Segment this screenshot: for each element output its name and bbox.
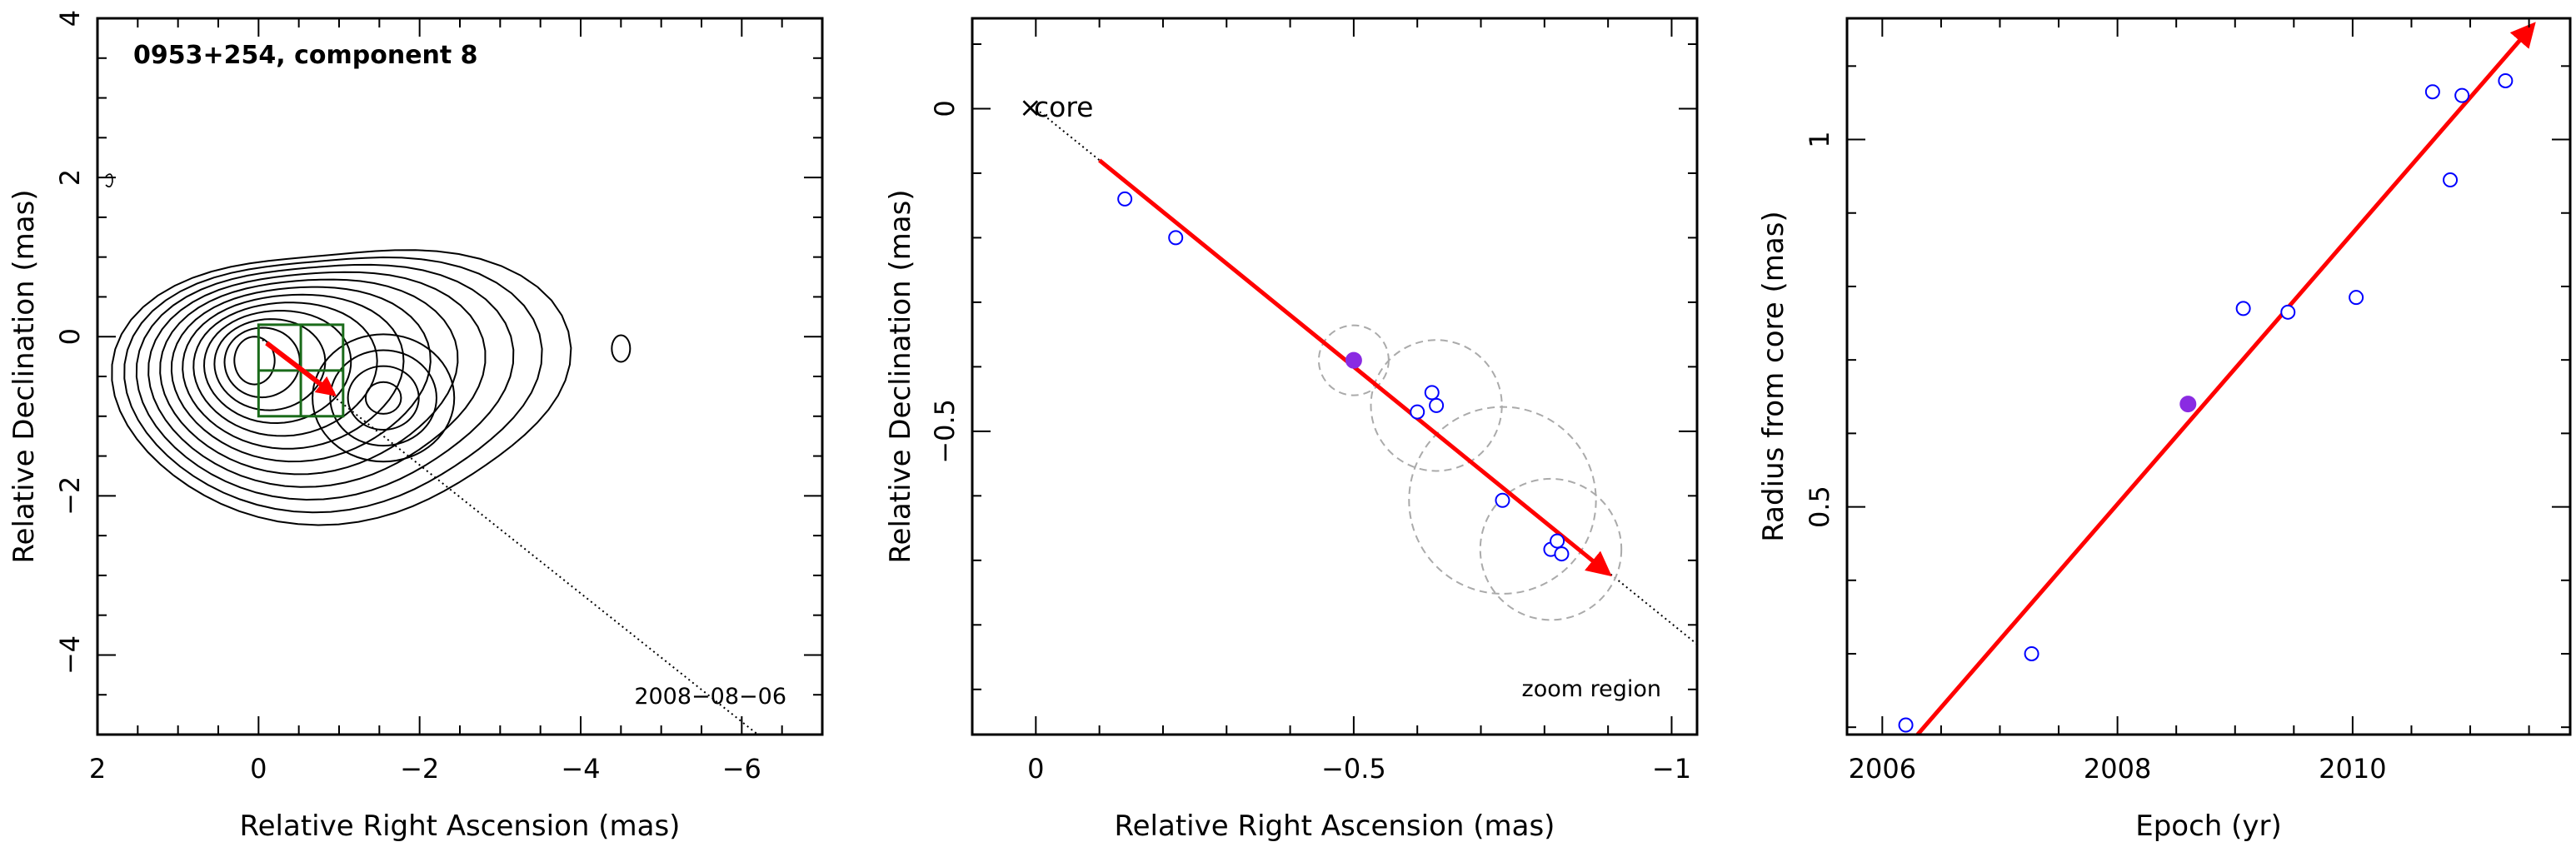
x-axis-label: Relative Right Ascension (mas)	[240, 810, 681, 843]
data-point	[2454, 87, 2470, 103]
tick-marks	[1847, 18, 2570, 735]
core-label: core	[1034, 91, 1093, 123]
contour-secondary-peak	[347, 365, 420, 431]
date-label: 2008−08−06	[634, 684, 786, 710]
contour-level	[202, 309, 352, 425]
plot-frame	[1845, 17, 2572, 736]
x-tick-label: 2006	[1849, 753, 1916, 785]
error-circle	[1370, 339, 1503, 472]
x-tick-label: 2008	[2084, 753, 2151, 785]
x-axis-label: Relative Right Ascension (mas)	[1115, 810, 1555, 843]
y-tick-label: −4	[54, 635, 86, 675]
panel-title: 0953+254, component 8	[133, 41, 478, 70]
contour-level	[170, 286, 432, 463]
y-tick-label: 0.5	[1804, 486, 1835, 528]
highlight-point	[1345, 351, 1362, 369]
data-point	[2280, 304, 2296, 320]
trend-arrow	[265, 341, 337, 396]
x-axis-label: Epoch (yr)	[2135, 810, 2282, 843]
contour-secondary-peak	[364, 381, 402, 415]
fit-arrow	[1915, 22, 2536, 735]
jet-axis-line	[257, 336, 759, 735]
y-tick-label: 2	[54, 169, 86, 186]
data-points	[1898, 72, 2514, 733]
x-tick-label: 0	[250, 753, 267, 785]
data-point	[2498, 72, 2514, 88]
contour-level	[135, 263, 515, 501]
data-point	[1550, 533, 1565, 549]
data-points	[1117, 191, 1570, 562]
contour-secondary-peak	[329, 349, 437, 447]
error-circle	[1479, 477, 1623, 621]
contour-level	[192, 301, 378, 437]
x-tick-label: 2010	[2319, 753, 2386, 785]
y-tick-label: 0	[929, 100, 961, 117]
x-tick-labels: 2 0 −2 −4 −6	[89, 753, 761, 785]
core-marker: ×	[1019, 91, 1042, 123]
zoom-region-label: zoom region	[1522, 676, 1661, 702]
y-tick-label: 0	[54, 328, 86, 345]
contour-outer-blob	[611, 334, 632, 363]
y-tick-label: 1	[1804, 131, 1835, 147]
x-tick-label: −4	[561, 753, 600, 785]
data-point	[1554, 546, 1570, 562]
y-tick-label: −2	[54, 476, 86, 516]
contour-level	[111, 249, 572, 526]
contour-level	[147, 271, 487, 488]
plot-frame	[971, 17, 1699, 736]
panel-contour-map: 2 0 −2 −4 −6 4 2 0 −2 −4 0953+254, component 8 2…	[7, 10, 824, 843]
y-tick-labels: 0 −0.5	[929, 100, 961, 463]
contour-level	[182, 293, 405, 450]
contour-secondary-peak	[312, 333, 456, 463]
data-point	[2443, 172, 2459, 188]
data-point	[1429, 397, 1445, 413]
x-tick-label: −0.5	[1321, 753, 1386, 785]
data-point	[1495, 492, 1510, 508]
data-point	[2024, 645, 2039, 661]
panel-zoom-positions: 0 −0.5 −1 0 −0.5 × core zoom region Relativ…	[884, 17, 1699, 843]
x-tick-label: −6	[722, 753, 761, 785]
data-point	[1168, 230, 1184, 246]
y-tick-label: 4	[54, 10, 86, 27]
data-point	[2235, 301, 2251, 316]
data-point	[2424, 84, 2440, 100]
contour-level	[213, 318, 327, 411]
x-tick-labels: 0 −0.5 −1	[1027, 753, 1691, 785]
y-tick-label: −0.5	[929, 399, 961, 464]
x-tick-label: 0	[1027, 753, 1044, 785]
y-axis-label: Relative Declination (mas)	[884, 189, 917, 563]
tick-marks	[971, 18, 1697, 735]
error-circles	[1317, 324, 1623, 621]
y-axis-label: Radius from core (mas)	[1757, 211, 1790, 541]
y-tick-labels: 4 2 0 −2 −4	[54, 10, 86, 675]
tick-marks	[97, 17, 823, 735]
contour-group	[111, 249, 632, 526]
data-point	[1410, 404, 1425, 420]
data-point	[1424, 385, 1440, 401]
data-point	[1898, 717, 1914, 733]
data-point	[1117, 191, 1133, 207]
x-tick-label: −2	[400, 753, 439, 785]
contour-level	[123, 256, 543, 514]
x-tick-label: 2	[89, 753, 106, 785]
stray-contour-mark	[105, 173, 113, 188]
highlight-point	[2179, 396, 2197, 413]
y-axis-label: Relative Declination (mas)	[7, 189, 41, 563]
y-tick-labels: 10.5	[1804, 131, 1835, 528]
x-tick-label: −1	[1652, 753, 1691, 785]
error-circle	[1408, 406, 1597, 595]
panel-radius-epoch: 2006 2008 2010 10.5 Epoch (yr) Radius from…	[1757, 17, 2572, 843]
contour-level	[233, 336, 276, 386]
data-point	[2349, 290, 2364, 306]
x-tick-labels: 2006 2008 2010	[1849, 753, 2387, 785]
contour-level	[159, 278, 459, 476]
